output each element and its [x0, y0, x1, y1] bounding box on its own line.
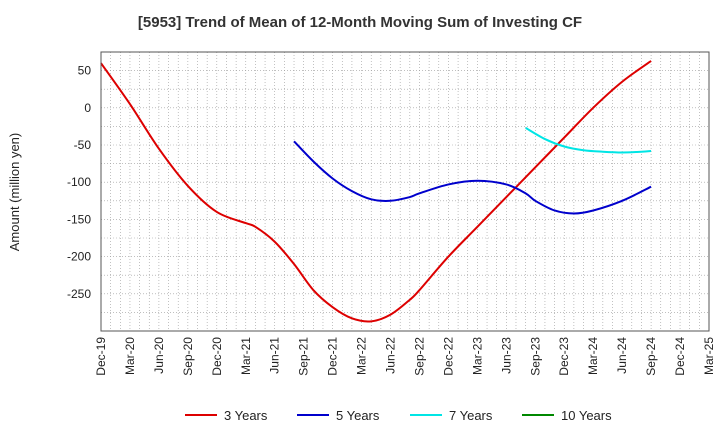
x-tick-label: Mar-23 [470, 337, 484, 375]
x-tick-label: Jun-22 [384, 337, 398, 374]
legend-label-10-years: 10 Years [561, 408, 612, 423]
y-tick-label: -100 [67, 175, 91, 189]
x-tick-label: Mar-21 [239, 337, 253, 375]
x-tick-label: Dec-19 [94, 337, 108, 376]
series-line-7-years [525, 127, 652, 154]
y-tick-label: -250 [67, 287, 91, 301]
x-tick-label: Sep-20 [181, 337, 195, 376]
y-axis: 50 0 -50 -100 -150 -200 -250 [67, 64, 91, 301]
y-tick-label: -200 [67, 250, 91, 264]
y-tick-label: -50 [74, 138, 92, 152]
legend: 3 Years 5 Years 7 Years 10 Years [185, 408, 612, 423]
x-tick-label: Sep-23 [528, 337, 542, 376]
y-tick-label: -150 [67, 212, 91, 226]
y-tick-label: 0 [84, 101, 91, 115]
x-axis: Dec-19 Mar-20 Jun-20 Sep-20 Dec-20 Mar-21 Jun-… [94, 337, 716, 376]
x-tick-label: Dec-23 [557, 337, 571, 376]
x-tick-label: Dec-20 [210, 337, 224, 376]
x-tick-label: Mar-25 [702, 337, 716, 375]
x-tick-label: Mar-24 [586, 337, 600, 375]
y-tick-label: 50 [78, 64, 92, 78]
series-line-3-years [100, 60, 652, 323]
x-tick-label: Dec-22 [441, 337, 455, 376]
chart-title: [5953] Trend of Mean of 12-Month Moving … [137, 14, 583, 31]
series-line-5-years [293, 140, 652, 215]
x-tick-label: Mar-22 [355, 337, 369, 375]
legend-label-3-years: 3 Years [224, 408, 268, 423]
x-tick-label: Jun-24 [615, 337, 629, 374]
x-tick-label: Sep-22 [412, 337, 426, 376]
x-tick-label: Jun-20 [152, 337, 166, 374]
x-tick-label: Sep-21 [297, 337, 311, 376]
x-tick-label: Mar-20 [123, 337, 137, 375]
y-axis-label: Amount (million yen) [7, 133, 22, 252]
grid [101, 52, 709, 331]
series-layer [100, 60, 652, 323]
plot-frame [100, 51, 710, 332]
x-tick-label: Dec-24 [673, 337, 687, 376]
x-tick-label: Jun-23 [499, 337, 513, 374]
legend-label-5-years: 5 Years [336, 408, 380, 423]
x-tick-label: Jun-21 [268, 337, 282, 374]
legend-label-7-years: 7 Years [449, 408, 493, 423]
x-tick-label: Sep-24 [644, 337, 658, 376]
x-tick-label: Dec-21 [326, 337, 340, 376]
